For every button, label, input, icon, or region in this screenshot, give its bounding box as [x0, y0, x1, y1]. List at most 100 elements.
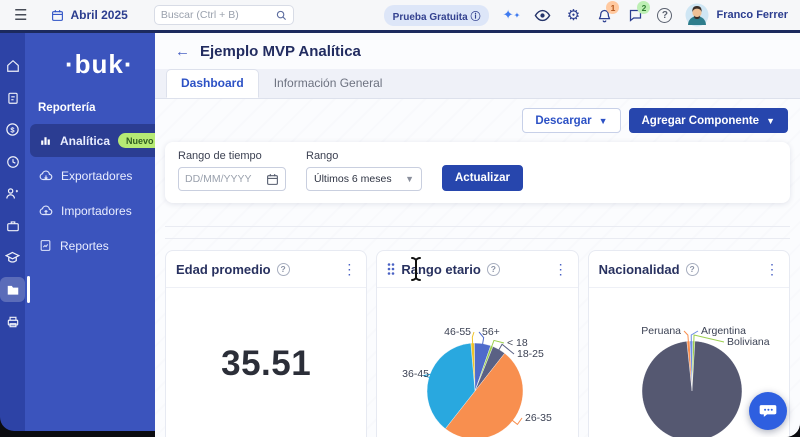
bar-chart-icon — [41, 137, 50, 145]
widget-title: Edad promedio — [176, 261, 271, 277]
user-name: Franco Ferrer — [716, 9, 788, 21]
calendar-icon — [52, 9, 64, 21]
section-divider — [165, 238, 790, 239]
download-button[interactable]: Descargar ▼ — [522, 108, 621, 133]
topbar: ☰ Abril 2025 Prueba Gratuita ⓘ ✦✦ ⚙ 1 2 — [0, 0, 800, 33]
widget-body: 35.51 — [166, 288, 366, 437]
tab-informacion-general[interactable]: Información General — [273, 76, 383, 90]
chat-fab-button[interactable] — [749, 392, 787, 430]
svg-text:Boliviana: Boliviana — [727, 336, 770, 348]
payroll-money-icon[interactable]: $ — [0, 117, 25, 142]
back-arrow-button[interactable]: ← — [175, 43, 190, 60]
tab-dashboard[interactable]: Dashboard — [166, 69, 259, 98]
period-selector[interactable]: Abril 2025 — [51, 8, 128, 22]
hamburger-menu-icon[interactable]: ☰ — [14, 6, 28, 24]
widget-body: 46-55 56+ < 18 18-25 26-35 36-45 — [377, 288, 577, 437]
widget-title: Nacionalidad — [598, 261, 680, 277]
page-header: ← Ejemplo MVP Analítica — [155, 33, 800, 60]
search-input[interactable] — [160, 9, 272, 21]
message-count-badge: 2 — [637, 1, 651, 14]
widgets-row: Edad promedio ? ⋮ 35.51 — [165, 250, 790, 437]
kebab-menu-icon[interactable]: ⋮ — [764, 261, 779, 277]
help-icon[interactable]: ? — [276, 262, 290, 276]
range-field: Rango Últimos 6 meses ▼ — [306, 150, 422, 191]
kebab-menu-icon[interactable]: ⋮ — [342, 261, 357, 277]
sidebar-item-exportadores[interactable]: Exportadores — [30, 159, 155, 192]
sidebar-section-label: Reportería — [38, 102, 96, 114]
search-icon — [276, 10, 286, 20]
sidebar-item-label: Exportadores — [61, 168, 133, 183]
training-cap-icon[interactable] — [0, 245, 25, 270]
search-box[interactable] — [153, 5, 294, 25]
trial-badge[interactable]: Prueba Gratuita ⓘ — [383, 4, 490, 26]
calendar-icon[interactable] — [266, 173, 279, 186]
widget-rango-etario: Rango etario ? ⋮ 46-55 56+ < 18 18-25 26-35 3… — [376, 250, 579, 437]
kebab-menu-icon[interactable]: ⋮ — [553, 261, 568, 277]
dashboard-content: Descargar ▼ Agregar Componente ▼ Rango de … — [155, 99, 800, 437]
update-button[interactable]: Actualizar — [442, 165, 523, 191]
svg-text:Argentina: Argentina — [701, 325, 746, 337]
chat-bubble-icon — [759, 405, 777, 417]
date-input[interactable] — [185, 173, 262, 185]
help-icon[interactable]: ? — [685, 262, 699, 276]
page-title: Ejemplo MVP Analítica — [200, 43, 361, 60]
help-icon[interactable]: ? — [657, 7, 673, 23]
range-select-value: Últimos 6 meses — [314, 173, 392, 185]
svg-text:56+: 56+ — [482, 326, 500, 338]
date-range-field: Rango de tiempo — [178, 150, 286, 191]
chevron-down-icon: ▼ — [766, 115, 775, 126]
printer-icon[interactable] — [0, 309, 25, 334]
date-input-wrap[interactable] — [178, 167, 286, 191]
svg-text:$: $ — [10, 125, 15, 134]
widget-body: PeruanaArgentinaBolivianaChilena — [589, 288, 789, 437]
chevron-down-icon: ▼ — [405, 174, 414, 184]
briefcase-icon[interactable] — [0, 213, 25, 238]
notification-count-badge: 1 — [606, 1, 620, 14]
reports-folder-icon[interactable] — [0, 276, 30, 303]
range-select[interactable]: Últimos 6 meses ▼ — [306, 167, 422, 191]
chevron-down-icon: ▼ — [598, 115, 608, 126]
home-icon[interactable] — [0, 53, 25, 78]
ai-sparkle-icon[interactable]: ✦ ✦ — [502, 7, 521, 22]
settings-gear-icon[interactable]: ⚙ — [566, 7, 581, 24]
tasks-clipboard-icon[interactable] — [0, 85, 25, 110]
add-component-button[interactable]: Agregar Componente ▼ — [628, 108, 788, 133]
collapsed-sections — [165, 226, 790, 239]
widget-header: Edad promedio ? ⋮ — [166, 251, 367, 288]
section-divider — [165, 226, 790, 227]
sidebar-item-reportes[interactable]: Reportes ‹ — [30, 229, 155, 262]
buk-logo: ·buk· — [64, 49, 134, 79]
svg-text:36-45: 36-45 — [403, 368, 430, 380]
sidebar-menu: ·buk· Reportería Analítica Nuevo Exporta… — [25, 33, 155, 431]
sidebar: $ ·buk· Reportería Analítica Nuevo Ex — [0, 33, 155, 431]
filter-panel: Rango de tiempo Rango Últimos 6 meses ▼ — [165, 142, 790, 203]
user-menu[interactable]: Franco Ferrer — [685, 3, 788, 27]
sidebar-item-label: Analítica — [60, 133, 111, 148]
nuevo-badge: Nuevo — [118, 133, 155, 148]
visibility-eye-icon[interactable] — [533, 6, 551, 24]
sidebar-item-importadores[interactable]: Importadores ‹ — [30, 194, 155, 227]
widget-title: Rango etario — [401, 261, 481, 277]
messages-icon[interactable]: 2 — [626, 1, 651, 24]
active-rail-indicator — [27, 276, 30, 303]
range-label: Rango — [306, 150, 339, 162]
people-benefits-icon[interactable] — [0, 181, 25, 206]
svg-text:Peruana: Peruana — [641, 325, 681, 337]
sidebar-item-analitica[interactable]: Analítica Nuevo — [30, 124, 155, 157]
report-document-icon — [40, 240, 51, 251]
actions-row: Descargar ▼ Agregar Componente ▼ — [167, 108, 788, 133]
main-area: ← Ejemplo MVP Analítica Dashboard Inform… — [155, 33, 800, 437]
drag-handle-icon[interactable] — [387, 262, 395, 276]
cloud-upload-icon — [39, 205, 53, 215]
svg-text:< 18: < 18 — [507, 337, 528, 349]
rango-etario-pie-chart[interactable]: 46-55 56+ < 18 18-25 26-35 36-45 — [377, 296, 577, 437]
widget-edad-promedio: Edad promedio ? ⋮ 35.51 — [165, 250, 368, 437]
svg-text:26-35: 26-35 — [525, 412, 552, 424]
notifications-bell-icon[interactable]: 1 — [595, 1, 620, 24]
time-clock-icon[interactable] — [0, 149, 25, 174]
avatar — [685, 3, 709, 27]
svg-text:18-25: 18-25 — [517, 348, 544, 360]
svg-text:46-55: 46-55 — [445, 326, 472, 338]
nacionalidad-pie-chart[interactable]: PeruanaArgentinaBolivianaChilena — [589, 296, 789, 437]
help-icon[interactable]: ? — [486, 262, 500, 276]
